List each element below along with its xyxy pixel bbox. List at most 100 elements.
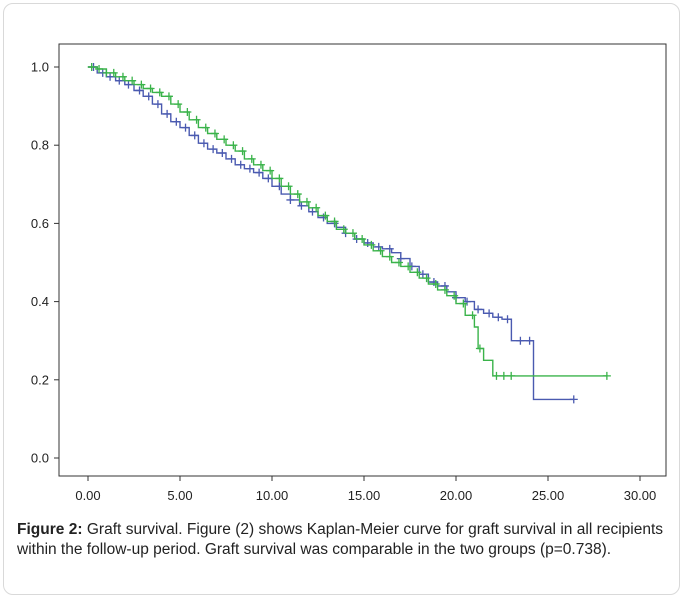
x-tick-label: 0.00 — [75, 488, 100, 503]
censor-mark — [238, 147, 247, 156]
censor-mark — [602, 371, 611, 380]
x-tick-label: 25.00 — [532, 488, 565, 503]
plot-area — [58, 43, 667, 477]
censor-mark — [284, 182, 293, 191]
censor-mark — [95, 64, 104, 73]
censor-mark — [135, 86, 144, 95]
censor-mark — [137, 80, 146, 89]
series-layer — [87, 63, 611, 404]
censor-mark — [394, 258, 403, 267]
censor-mark — [475, 344, 484, 353]
censor-mark — [363, 238, 372, 247]
figure-caption: Figure 2: Graft survival. Figure (2) sho… — [17, 520, 663, 560]
censor-mark — [155, 88, 164, 97]
censor-mark — [503, 315, 512, 324]
censor-mark — [492, 371, 501, 380]
censor-mark — [199, 139, 208, 148]
censor-mark — [102, 68, 111, 77]
censor-mark — [229, 141, 238, 150]
censor-mark — [302, 197, 311, 206]
censor-mark — [485, 309, 494, 318]
censor-mark — [297, 201, 306, 210]
series-2 — [87, 63, 611, 380]
censor-mark — [413, 268, 422, 277]
censor-mark — [172, 117, 181, 126]
y-tick-label: 0.0 — [31, 451, 49, 466]
censor-mark — [507, 371, 516, 380]
censor-mark — [183, 107, 192, 116]
censor-mark — [192, 115, 201, 124]
censor-mark — [115, 76, 124, 85]
censor-mark — [450, 291, 459, 300]
x-tick-label: 5.00 — [167, 488, 192, 503]
axes: 0.0 0.2 0.4 0.6 0.8 1.0 0.00 5.00 10.00 15.00 20.0… — [31, 60, 656, 504]
censor-mark — [440, 285, 449, 294]
censor-mark — [227, 154, 236, 163]
censor-mark — [190, 131, 199, 140]
y-tick-label: 0.4 — [31, 294, 49, 309]
censor-mark — [569, 395, 578, 404]
censor-mark — [376, 246, 385, 255]
censor-mark — [124, 80, 133, 89]
censor-mark — [245, 164, 254, 173]
censor-mark — [385, 252, 394, 261]
censor-mark — [264, 174, 273, 183]
y-tick-label: 0.6 — [31, 216, 49, 231]
censor-mark — [164, 92, 173, 101]
censor-mark — [374, 242, 383, 251]
x-tick-label: 30.00 — [624, 488, 657, 503]
censor-mark — [459, 299, 468, 308]
censor-mark — [218, 149, 227, 158]
censor-mark — [385, 244, 394, 253]
censor-mark — [220, 135, 229, 144]
censor-mark — [201, 123, 210, 132]
censor-mark — [144, 92, 153, 101]
censor-mark — [358, 235, 367, 244]
censor-mark — [429, 278, 438, 287]
censor-mark — [174, 100, 183, 109]
x-tick-label: 10.00 — [256, 488, 289, 503]
censor-mark — [146, 84, 155, 93]
censor-mark — [153, 100, 162, 109]
censor-mark — [431, 280, 440, 289]
y-tick-label: 0.2 — [31, 372, 49, 387]
censor-mark — [321, 211, 330, 220]
survival-chart: 0.0 0.2 0.4 0.6 0.8 1.0 0.00 5.00 10.00 15.00 20.0… — [31, 43, 667, 504]
censor-mark — [468, 311, 477, 320]
censor-mark — [256, 160, 265, 169]
censor-mark — [418, 270, 427, 279]
censor-mark — [422, 274, 431, 283]
censor-mark — [525, 336, 534, 345]
censor-mark — [109, 68, 118, 77]
censor-mark — [463, 297, 472, 306]
censor-mark — [181, 123, 190, 132]
censor-mark — [474, 305, 483, 314]
censor-mark — [255, 168, 264, 177]
censor-mark — [367, 240, 376, 249]
x-tick-label: 15.00 — [348, 488, 381, 503]
censor-mark — [516, 336, 525, 345]
censor-mark — [286, 195, 295, 204]
censor-mark — [275, 174, 284, 183]
censor-mark — [236, 160, 245, 169]
censor-mark — [499, 371, 508, 380]
series-1 — [88, 63, 578, 404]
y-tick-label: 0.8 — [31, 138, 49, 153]
censor-mark — [339, 225, 348, 234]
censor-mark — [293, 190, 302, 199]
censor-mark — [247, 154, 256, 163]
censor-mark — [330, 217, 339, 226]
censor-mark — [312, 203, 321, 212]
y-tick-label: 1.0 — [31, 60, 49, 75]
censor-mark — [396, 254, 405, 263]
x-tick-label: 20.00 — [440, 488, 473, 503]
censor-mark — [494, 313, 503, 322]
censor-mark — [106, 72, 115, 81]
caption-text: Graft survival. Figure (2) shows Kaplan-… — [17, 521, 663, 558]
censor-mark — [319, 213, 328, 222]
censor-mark — [209, 145, 218, 154]
caption-label: Figure 2: — [17, 521, 83, 538]
censor-mark — [308, 207, 317, 216]
censor-mark — [163, 109, 172, 118]
censor-mark — [87, 63, 96, 71]
